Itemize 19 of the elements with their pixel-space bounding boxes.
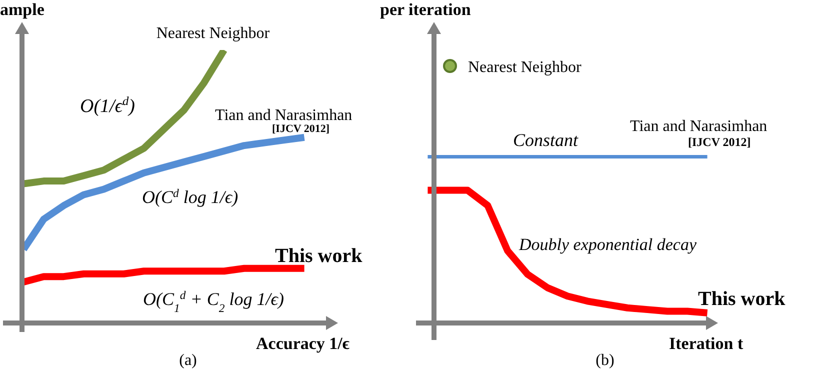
x-axis-title: Accuracy 1/ϵ xyxy=(256,334,350,353)
annotation: Doubly exponential decay xyxy=(518,235,697,254)
series-label: This work xyxy=(275,245,364,267)
annotation: [IJCV 2012] xyxy=(272,123,330,135)
annotation: O(C$^{d}$ log 1/ϵ) xyxy=(142,186,238,207)
text: Nearest Neighbor xyxy=(468,59,582,76)
y-axis-title: per iteration xyxy=(380,0,472,19)
x-axis-title: Iteration t xyxy=(669,334,744,353)
text: (a) xyxy=(179,352,197,369)
annotation: O(1/ϵ$^{d}$) xyxy=(80,94,135,117)
text: (b) xyxy=(596,352,614,369)
series-label: Nearest Neighbor xyxy=(156,25,270,42)
series-label: This work xyxy=(698,288,786,310)
series-label: Tian and Narasimhan xyxy=(215,107,352,124)
series-label: Tian and Narasimhan xyxy=(630,118,768,135)
text: [IJCV 2012] xyxy=(688,135,751,149)
text: Constant xyxy=(513,130,580,150)
y-axis-title: ample xyxy=(0,0,45,19)
annotation: O(C$_{1}$$^{d}$ + C$_{2}$ log 1/ϵ) xyxy=(143,288,284,314)
